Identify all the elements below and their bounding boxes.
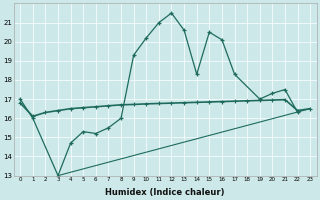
X-axis label: Humidex (Indice chaleur): Humidex (Indice chaleur): [106, 188, 225, 197]
